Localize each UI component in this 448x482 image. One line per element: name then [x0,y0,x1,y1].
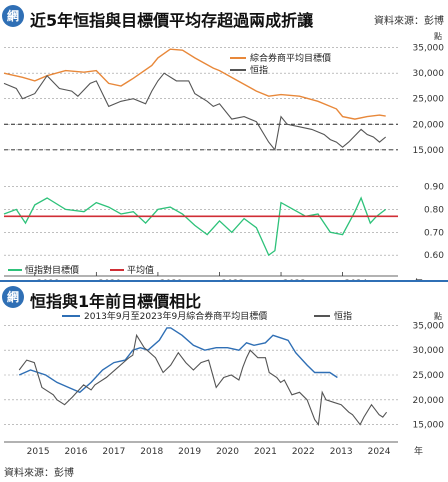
bottom-chart-title: 恒指與1年前目標價相比 [30,292,202,311]
ratio-series-line [3,196,387,257]
top-x-tick-label: 2022 [221,279,244,280]
average-legend-label: 平均值 [127,264,154,276]
bottom-unit-label: 點 [434,311,442,321]
ratio-legend-label: 恒指對目標價 [25,264,79,276]
bottom-series-line [18,333,388,427]
bottom-x-tick-label: 2024 [368,447,391,457]
bottom-legend-label: 2013年9月至2023年9月綜合券商平均目標價 [84,310,267,322]
top-chart-title: 近5年恒指與目標價平均存超過兩成折讓 [30,11,314,30]
top-legend-label: 恒指 [250,64,268,76]
top-chart: 點 15,000 20,000 25,000 30,000 35,000 綜合券商平均目標價… [3,31,445,280]
bottom-header: 網 恒指與1年前目標價相比 [0,284,448,311]
top-series-line [3,48,386,120]
top-y-tick-label: 25,000 [413,95,445,105]
top-x-tick-label: 2021 [160,279,183,280]
bottom-y-tick-label: 30,000 [413,346,445,356]
brand-badge: 網 [2,286,24,308]
ratio-y-tick-label: 0.70 [424,228,444,238]
top-series-line [3,72,387,152]
top-source: 資料來源：彭博 [374,16,444,27]
top-x-tick-label: 年 [414,277,423,280]
bottom-x-tick-label: 2016 [65,447,88,457]
bottom-x-tick-label: 2017 [102,447,125,457]
top-y-tick-label: 20,000 [413,120,445,130]
top-x-tick-label: 2020 [98,279,121,280]
bottom-x-tick-label: 2020 [216,447,239,457]
top-x-tick-label: 2024 [345,279,368,280]
bottom-series-line [18,327,338,394]
top-y-tick-label: 30,000 [413,69,445,79]
top-x-tick-label: 2023 [283,279,306,280]
brand-badge: 網 [2,5,24,27]
bottom-x-tick-label: 2015 [27,447,50,457]
bottom-y-tick-label: 25,000 [413,371,445,381]
bottom-x-tick-label: 2018 [140,447,163,457]
bottom-source: 資料來源：彭博 [4,468,74,479]
bottom-x-tick-label: 2013 [330,447,353,457]
ratio-y-tick-label: 0.60 [424,251,444,261]
bottom-y-tick-label: 20,000 [413,396,445,406]
bottom-y-tick-label: 15,000 [413,421,445,431]
bottom-x-tick-label: 2022 [292,447,315,457]
bottom-x-tick-label: 2021 [254,447,277,457]
top-header: 網 近5年恒指與目標價平均存超過兩成折讓 資料來源：彭博 [0,3,448,30]
section-divider [0,280,448,282]
bottom-chart: 點 15,000 20,000 25,000 30,000 35,000 2013年9月至2… [4,310,445,457]
top-legend-label: 綜合券商平均目標價 [250,52,331,64]
top-y-tick-label: 35,000 [413,44,445,54]
bottom-legend-label: 恒指 [334,310,352,322]
bottom-x-tick-label: 年 [414,445,423,457]
top-unit-label: 點 [434,31,442,41]
top-x-tick-label: 2019 [37,279,60,280]
top-y-tick-label: 15,000 [413,146,445,156]
bottom-y-tick-label: 35,000 [413,321,445,331]
ratio-y-tick-label: 0.80 [424,205,444,215]
ratio-y-tick-label: 0.90 [424,183,444,193]
bottom-x-tick-label: 2019 [178,447,201,457]
